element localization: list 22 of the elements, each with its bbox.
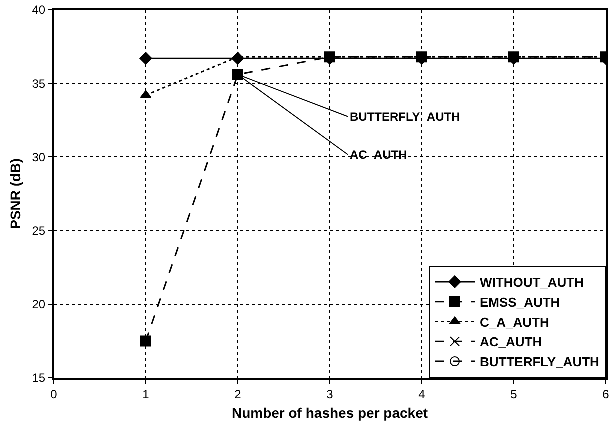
y-tick-label: 40 [32, 3, 46, 18]
legend-label: C_A_AUTH [480, 314, 550, 330]
x-tick-label: 5 [510, 387, 518, 402]
legend-label: AC_AUTH [480, 334, 542, 350]
legend-label: EMSS_AUTH [480, 294, 560, 310]
y-tick-label: 15 [32, 371, 46, 386]
annotation: BUTTERFLY_AUTH [350, 110, 460, 124]
x-tick-label: 1 [142, 387, 150, 402]
legend-label: BUTTERFLY_AUTH [480, 354, 600, 370]
x-tick-label: 2 [234, 387, 242, 402]
x-tick-label: 6 [602, 387, 610, 402]
y-axis-title: PSNR (dB) [7, 158, 24, 230]
x-tick-label: 0 [50, 387, 58, 402]
legend-label: WITHOUT_AUTH [480, 275, 584, 290]
x-axis-title: Number of hashes per packet [232, 405, 428, 422]
annotation: AC_AUTH [350, 148, 408, 162]
x-tick-label: 3 [326, 387, 334, 402]
y-tick-label: 25 [32, 224, 46, 238]
y-tick-label: 35 [32, 76, 46, 91]
x-tick-label: 4 [418, 387, 426, 402]
y-tick-label: 20 [32, 298, 46, 312]
y-tick-label: 30 [32, 150, 46, 164]
